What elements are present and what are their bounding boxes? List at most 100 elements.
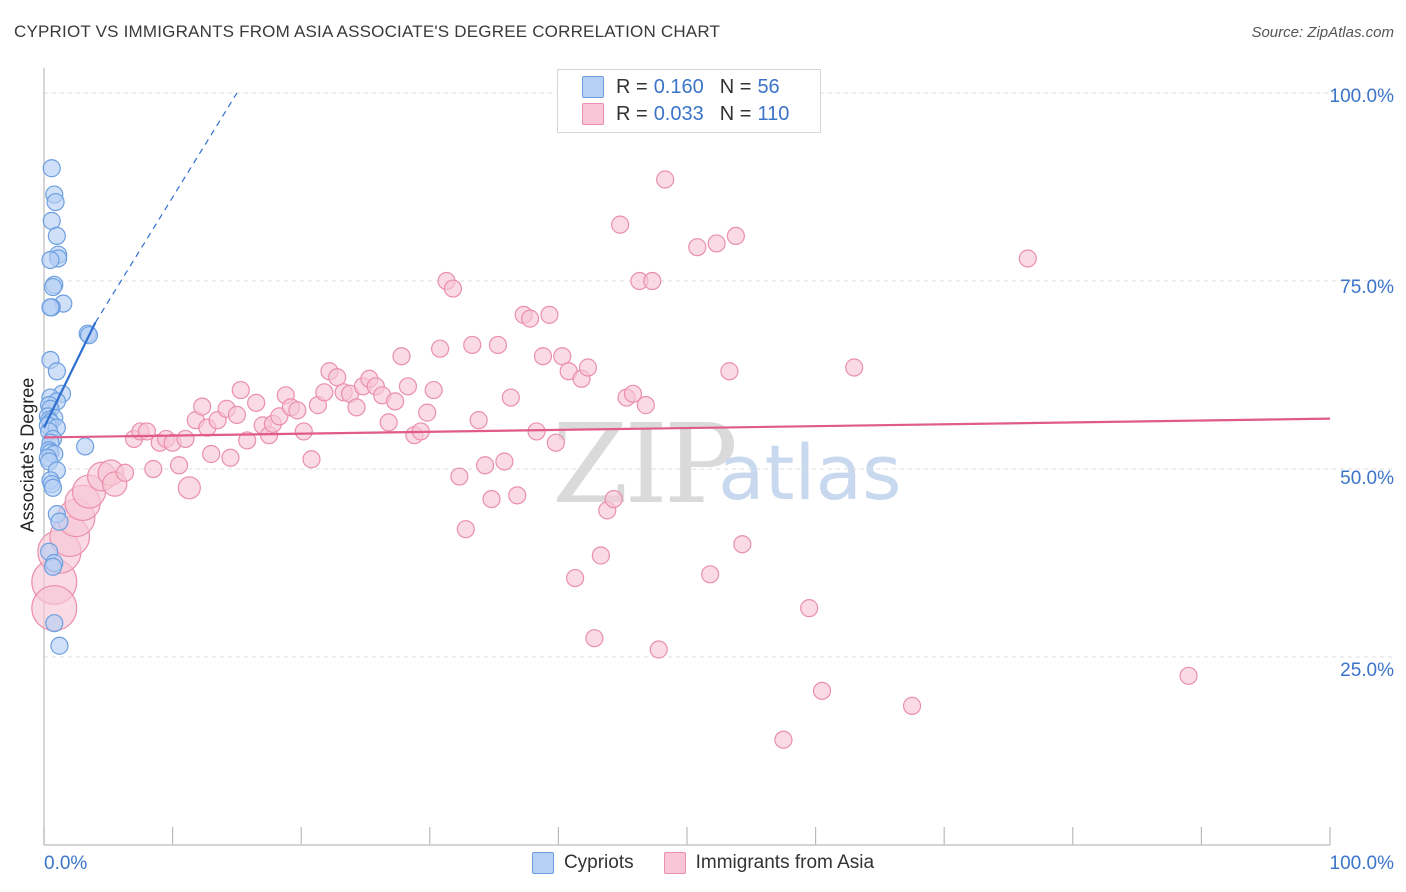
point-asia [774, 730, 793, 749]
point-asia [456, 520, 475, 539]
point-asia [144, 459, 163, 479]
bottom-legend-asia: Immigrants from Asia [663, 852, 875, 874]
point-cypriot [43, 277, 63, 297]
legend-n-value: 56 [757, 75, 780, 98]
bottom-legend-swatch-cypriots [531, 852, 554, 874]
point-asia [636, 396, 655, 415]
point-cypriot [41, 298, 60, 317]
point-asia [450, 467, 469, 486]
point-asia [591, 546, 610, 565]
point-asia [469, 411, 488, 430]
point-asia [177, 476, 201, 500]
y-tick-50: 50.0% [1340, 468, 1394, 489]
x-tick-100: 100.0% [1329, 853, 1394, 874]
point-asia [247, 393, 266, 412]
point-asia [508, 486, 527, 505]
point-asia [488, 335, 508, 355]
point-cypriot [45, 614, 64, 633]
point-cypriot [42, 211, 61, 230]
point-cypriot [41, 250, 60, 270]
point-asia [578, 358, 598, 377]
point-asia [521, 309, 540, 328]
point-asia [701, 565, 720, 584]
point-asia [176, 429, 195, 449]
legend-row-asia: R = 0.033 N = 110 [582, 102, 789, 126]
legend-swatch-asia [582, 103, 604, 125]
bottom-legend-label-cypriots: Cypriots [563, 852, 634, 873]
point-asia [227, 405, 246, 424]
point-asia [193, 397, 212, 416]
point-asia [379, 413, 398, 432]
point-asia [302, 450, 321, 469]
y-tick-75: 75.0% [1340, 277, 1394, 298]
legend-n-value: 110 [757, 102, 790, 125]
point-asia [288, 401, 307, 420]
point-asia [707, 234, 726, 253]
point-asia [231, 380, 250, 400]
trendline-asia [43, 417, 1331, 439]
point-asia [1018, 249, 1037, 268]
point-asia [347, 398, 366, 417]
point-asia [902, 696, 922, 715]
y-tick-100: 100.0% [1329, 86, 1394, 107]
point-cypriot [47, 226, 66, 246]
point-cypriot [42, 159, 61, 178]
point-asia [656, 170, 675, 189]
legend-row-cypriots: R = 0.160 N = 56 [582, 75, 780, 99]
point-cypriot [47, 362, 66, 381]
point-asia [501, 388, 520, 407]
legend-r-label: R = [616, 75, 648, 98]
point-asia [238, 431, 257, 450]
legend-n-label: N = [719, 75, 752, 98]
y-tick-25: 25.0% [1340, 660, 1394, 681]
bottom-legend: Cypriots Immigrants from Asia [0, 852, 1406, 874]
point-asia [443, 279, 463, 298]
source-note: Source: ZipAtlas.com [1251, 24, 1394, 41]
point-asia [604, 489, 623, 509]
point-asia [585, 629, 604, 648]
point-asia [540, 305, 559, 324]
watermark-atlas: atlas [718, 428, 902, 517]
legend-swatch-cypriots [582, 76, 604, 98]
legend-r-value: 0.160 [653, 75, 704, 98]
point-asia [688, 238, 707, 257]
point-asia [726, 226, 745, 246]
point-cypriot [76, 437, 95, 456]
bottom-legend-label-asia: Immigrants from Asia [695, 852, 875, 873]
point-asia [553, 347, 572, 366]
x-tick-0: 0.0% [44, 853, 88, 874]
point-asia [385, 392, 405, 411]
point-asia [566, 568, 585, 588]
point-asia [398, 377, 418, 396]
point-asia [1179, 666, 1198, 685]
point-asia [623, 384, 643, 403]
bottom-legend-cypriots: Cypriots [531, 852, 634, 874]
chart-title: CYPRIOT VS IMMIGRANTS FROM ASIA ASSOCIAT… [14, 22, 721, 41]
point-asia [294, 422, 313, 441]
point-cypriot [43, 557, 63, 576]
point-asia [812, 681, 832, 700]
point-asia [202, 444, 221, 464]
point-cypriot [50, 636, 69, 655]
point-asia [463, 335, 482, 355]
legend-r-value: 0.033 [653, 102, 704, 125]
point-asia [418, 403, 437, 422]
point-asia [430, 339, 450, 358]
point-asia [115, 463, 135, 482]
point-asia [495, 452, 514, 471]
bottom-legend-swatch-asia [663, 852, 686, 874]
point-asia [315, 383, 334, 402]
point-cypriot [43, 478, 63, 497]
point-asia [221, 448, 240, 467]
point-asia [533, 347, 553, 366]
point-cypriot [50, 512, 69, 531]
point-asia [800, 599, 819, 618]
legend-r-label: R = [616, 102, 648, 125]
point-asia [328, 368, 347, 387]
trendline-cypriots [43, 321, 97, 429]
point-asia [482, 489, 501, 509]
point-asia [169, 456, 189, 475]
point-asia [611, 215, 630, 234]
point-cypriot [46, 192, 65, 212]
